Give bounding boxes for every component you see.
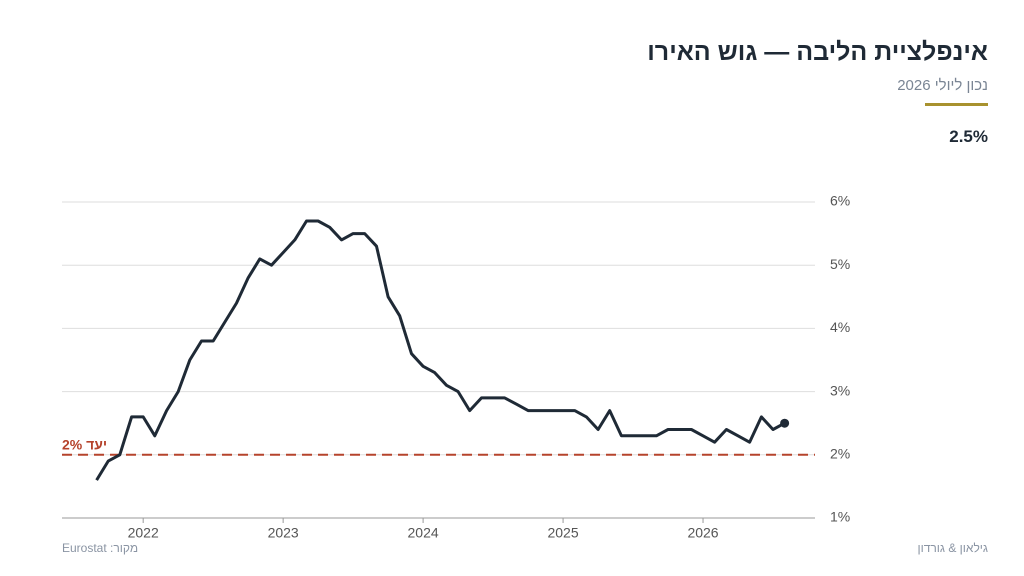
accent-bar — [925, 103, 988, 106]
subtitle: נכון ליולי 2026 — [897, 77, 988, 94]
latest-point — [780, 418, 790, 428]
y-tick-label: 2% — [830, 446, 850, 462]
latest-value: 2.5% — [949, 127, 988, 146]
x-tick-label: 2026 — [687, 525, 718, 541]
brand: גילאון & גורדון — [917, 541, 988, 555]
line-series — [95, 219, 786, 481]
x-tick-label: 2023 — [268, 525, 299, 541]
y-tick-label: 6% — [830, 193, 850, 209]
source: מקור: Eurostat — [62, 541, 139, 555]
y-tick-label: 5% — [830, 256, 850, 272]
x-tick-label: 2025 — [547, 525, 578, 541]
y-tick-label: 1% — [830, 509, 850, 525]
y-tick-label: 3% — [830, 382, 850, 398]
x-tick-label: 2022 — [128, 525, 159, 541]
x-tick-label: 2024 — [408, 525, 439, 541]
y-tick-label: 4% — [830, 319, 850, 335]
title: אינפלציית הליבה — גוש האירו — [647, 38, 988, 66]
target-label: יעד 2% — [62, 437, 107, 453]
